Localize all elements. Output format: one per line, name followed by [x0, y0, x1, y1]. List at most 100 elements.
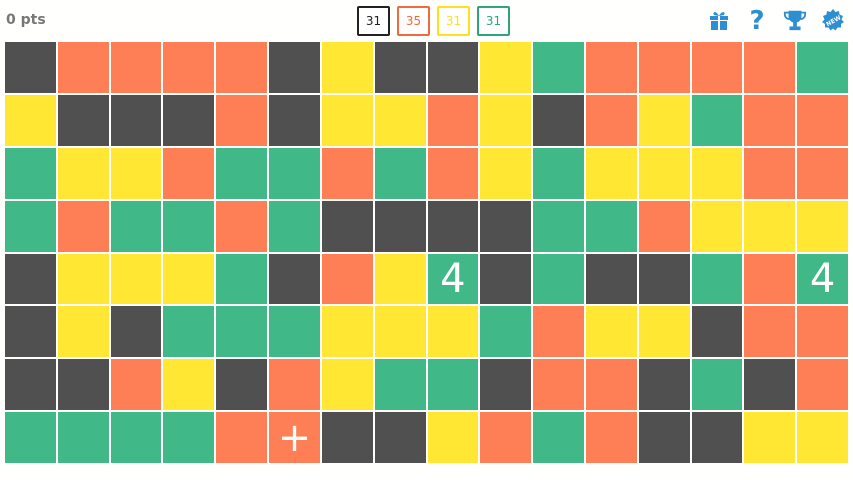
tile[interactable] — [585, 253, 637, 305]
tile[interactable] — [216, 94, 268, 146]
tile[interactable] — [374, 253, 426, 305]
tile[interactable] — [585, 147, 637, 199]
tile[interactable] — [744, 359, 796, 411]
tile[interactable] — [269, 359, 320, 411]
tile[interactable] — [216, 200, 268, 252]
tile[interactable] — [691, 306, 743, 358]
tile[interactable] — [5, 42, 56, 93]
tile[interactable] — [585, 200, 637, 252]
tile[interactable] — [216, 306, 268, 358]
tile[interactable] — [480, 253, 532, 305]
tile[interactable] — [585, 94, 637, 146]
tile[interactable] — [638, 359, 690, 411]
tile[interactable] — [57, 42, 109, 93]
tile[interactable] — [110, 412, 162, 463]
tile[interactable] — [5, 253, 56, 305]
tile[interactable] — [797, 94, 848, 146]
tile[interactable] — [691, 42, 743, 93]
tile[interactable] — [533, 42, 584, 93]
tile[interactable] — [638, 42, 690, 93]
help-icon[interactable]: ? — [745, 7, 769, 33]
tile[interactable] — [163, 147, 215, 199]
tile[interactable] — [374, 94, 426, 146]
tile[interactable] — [57, 306, 109, 358]
tile[interactable] — [797, 306, 848, 358]
tile[interactable] — [216, 147, 268, 199]
tile[interactable] — [110, 42, 162, 93]
tile[interactable] — [797, 412, 848, 463]
tile[interactable] — [480, 147, 532, 199]
tile[interactable] — [110, 306, 162, 358]
tile[interactable] — [427, 306, 479, 358]
tile[interactable] — [374, 42, 426, 93]
tile[interactable] — [57, 147, 109, 199]
tile[interactable] — [269, 42, 320, 93]
tile[interactable] — [110, 94, 162, 146]
tile[interactable] — [269, 306, 320, 358]
tile[interactable] — [797, 359, 848, 411]
tile[interactable] — [638, 412, 690, 463]
tile[interactable] — [585, 359, 637, 411]
tile[interactable] — [480, 306, 532, 358]
tile[interactable] — [691, 253, 743, 305]
tile[interactable] — [533, 147, 584, 199]
tile[interactable] — [691, 412, 743, 463]
tile[interactable] — [744, 94, 796, 146]
tile[interactable] — [691, 94, 743, 146]
tile[interactable] — [533, 306, 584, 358]
tile[interactable] — [480, 200, 532, 252]
tile[interactable] — [374, 306, 426, 358]
tile[interactable] — [163, 359, 215, 411]
tile[interactable] — [797, 200, 848, 252]
tile[interactable] — [374, 412, 426, 463]
tile[interactable] — [585, 412, 637, 463]
tile[interactable] — [5, 306, 56, 358]
tile[interactable] — [321, 94, 373, 146]
tile[interactable]: + — [269, 412, 320, 463]
tile[interactable] — [216, 42, 268, 93]
tile[interactable] — [374, 359, 426, 411]
tile[interactable] — [638, 200, 690, 252]
tile[interactable] — [374, 147, 426, 199]
tile[interactable] — [691, 200, 743, 252]
tile[interactable] — [5, 147, 56, 199]
tile[interactable] — [744, 42, 796, 93]
tile[interactable] — [110, 253, 162, 305]
tile[interactable] — [57, 253, 109, 305]
tile[interactable] — [480, 359, 532, 411]
tile[interactable]: 4 — [427, 253, 479, 305]
tile[interactable] — [427, 200, 479, 252]
tile[interactable] — [744, 306, 796, 358]
tile[interactable] — [5, 412, 56, 463]
tile[interactable] — [321, 306, 373, 358]
tile[interactable] — [744, 412, 796, 463]
tile[interactable] — [216, 412, 268, 463]
tile[interactable] — [427, 42, 479, 93]
tile[interactable] — [163, 412, 215, 463]
tile[interactable] — [638, 306, 690, 358]
tile[interactable] — [321, 147, 373, 199]
tile[interactable] — [427, 147, 479, 199]
tile[interactable] — [163, 306, 215, 358]
tile[interactable] — [533, 94, 584, 146]
tile[interactable] — [163, 94, 215, 146]
tile[interactable] — [321, 412, 373, 463]
tile[interactable] — [57, 94, 109, 146]
tile[interactable] — [691, 359, 743, 411]
tile[interactable] — [110, 359, 162, 411]
tile[interactable] — [216, 253, 268, 305]
tile[interactable] — [585, 306, 637, 358]
tile[interactable] — [269, 200, 320, 252]
tile[interactable] — [110, 147, 162, 199]
tile[interactable] — [427, 359, 479, 411]
trophy-icon[interactable] — [783, 8, 807, 32]
tile[interactable] — [57, 412, 109, 463]
tile[interactable] — [163, 253, 215, 305]
tile[interactable] — [480, 42, 532, 93]
tile[interactable] — [321, 359, 373, 411]
tile[interactable] — [480, 412, 532, 463]
tile[interactable] — [744, 147, 796, 199]
tile[interactable] — [744, 253, 796, 305]
tile[interactable] — [269, 253, 320, 305]
gift-icon[interactable] — [707, 8, 731, 32]
